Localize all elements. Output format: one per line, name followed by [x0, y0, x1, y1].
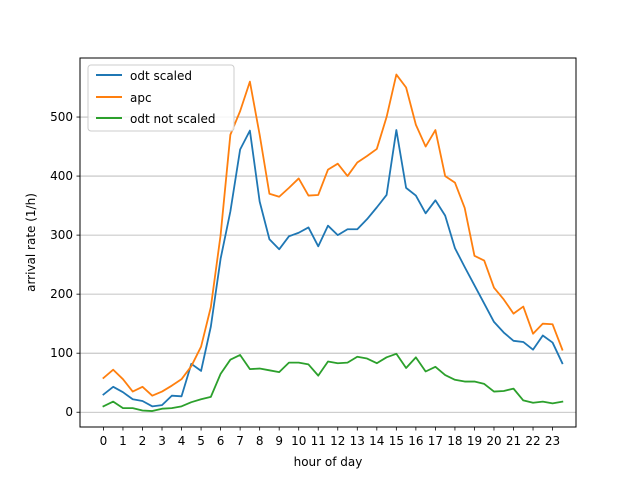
x-tick-label: 3 [158, 434, 166, 448]
y-tick-label: 500 [50, 110, 73, 124]
x-tick-label: 13 [350, 434, 365, 448]
x-tick-label: 15 [389, 434, 404, 448]
legend: odt scaled apc odt not scaled [87, 64, 235, 132]
legend-label-apc: apc [130, 91, 152, 105]
x-tick-label: 12 [330, 434, 345, 448]
y-tick-label: 400 [50, 169, 73, 183]
legend-label-odt-scaled: odt scaled [130, 69, 192, 83]
y-tick-label: 0 [65, 405, 73, 419]
legend-box [87, 64, 235, 132]
series-line-odt-scaled [102, 129, 564, 408]
x-tick-label: 7 [236, 434, 244, 448]
x-tick-label: 23 [545, 434, 560, 448]
x-tick-label: 16 [408, 434, 423, 448]
x-tick-label: 17 [428, 434, 443, 448]
y-axis-ticks: 0 100 200 300 400 500 [50, 110, 80, 419]
x-tick-label: 21 [506, 434, 521, 448]
x-tick-label: 20 [486, 434, 501, 448]
y-tick-label: 100 [50, 346, 73, 360]
gridlines [80, 116, 576, 413]
x-tick-label: 11 [311, 434, 326, 448]
x-tick-label: 6 [217, 434, 225, 448]
series-lines [102, 73, 564, 412]
y-tick-label: 300 [50, 228, 73, 242]
plot-area-frame [79, 57, 577, 428]
y-tick-label: 200 [50, 287, 73, 301]
x-tick-label: 4 [178, 434, 186, 448]
x-tick-label: 10 [291, 434, 306, 448]
x-tick-label: 5 [197, 434, 205, 448]
x-tick-label: 8 [256, 434, 264, 448]
x-axis-label: hour of day [294, 455, 363, 469]
x-axis-ticks: 0 1 2 3 4 5 6 7 8 9 10 11 12 13 14 15 16 17 18 19 20 21 22 23 [100, 427, 560, 448]
x-tick-label: 2 [139, 434, 147, 448]
x-tick-label: 1 [119, 434, 127, 448]
x-tick-label: 0 [100, 434, 108, 448]
x-tick-label: 18 [447, 434, 462, 448]
y-axis-label: arrival rate (1/h) [24, 193, 38, 292]
x-tick-label: 14 [369, 434, 384, 448]
x-tick-label: 22 [525, 434, 540, 448]
x-tick-label: 19 [467, 434, 482, 448]
series-line-odt-not-scaled [102, 352, 564, 412]
x-tick-label: 9 [275, 434, 283, 448]
legend-label-odt-not-scaled: odt not scaled [130, 112, 215, 126]
series-line-apc [102, 73, 564, 397]
